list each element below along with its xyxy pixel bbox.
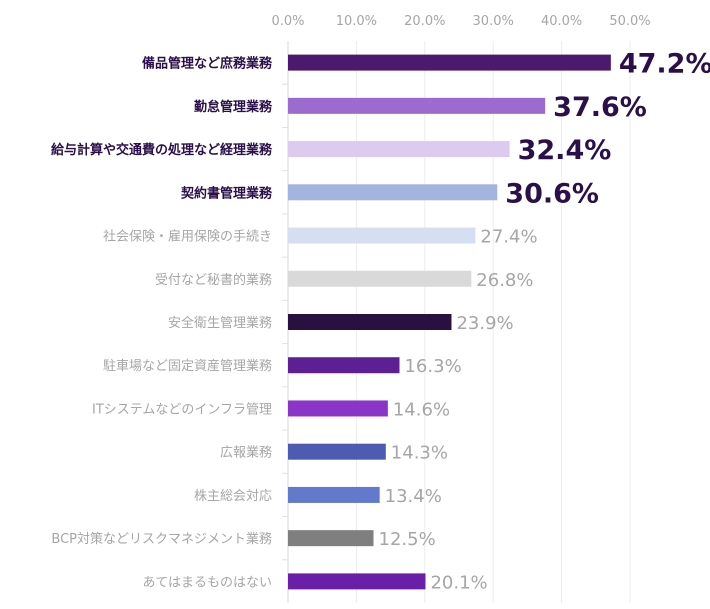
bar bbox=[288, 227, 476, 244]
category-label: 給与計算や交通費の処理など経理業務 bbox=[51, 142, 273, 158]
category-label: 安全衛生管理業務 bbox=[168, 315, 272, 331]
x-tick-label: 0.0% bbox=[271, 14, 304, 29]
x-tick-label: 20.0% bbox=[404, 14, 445, 29]
category-label: 社会保険・雇用保険の手続き bbox=[103, 229, 272, 245]
category-label: 勤怠管理業務 bbox=[194, 99, 273, 115]
category-label: BCP対策などリスクマネジメント業務 bbox=[51, 531, 272, 547]
bar bbox=[288, 486, 380, 503]
data-label: 14.3% bbox=[391, 443, 448, 464]
data-label: 37.6% bbox=[553, 92, 647, 123]
data-label: 27.4% bbox=[480, 227, 537, 248]
bar bbox=[288, 573, 426, 590]
x-tick-label: 10.0% bbox=[336, 14, 377, 29]
bar bbox=[288, 184, 498, 201]
data-label: 12.5% bbox=[379, 529, 436, 550]
bar bbox=[288, 314, 452, 330]
bar bbox=[288, 97, 546, 114]
data-label: 32.4% bbox=[518, 135, 612, 166]
category-label: あてはまるものはない bbox=[143, 575, 272, 590]
x-tick-label: 30.0% bbox=[473, 14, 514, 29]
category-label: 受付など秘書的業務 bbox=[155, 272, 272, 288]
category-label: 株主総会対応 bbox=[194, 489, 272, 504]
data-label: 14.6% bbox=[393, 399, 450, 420]
data-label: 20.1% bbox=[430, 572, 487, 593]
category-label: ITシステムなどのインフラ管理 bbox=[92, 402, 272, 417]
x-tick-label: 40.0% bbox=[541, 14, 582, 29]
bar bbox=[288, 530, 374, 547]
data-label: 26.8% bbox=[476, 270, 533, 291]
category-label: 契約書管理業務 bbox=[180, 185, 273, 201]
bar bbox=[288, 141, 510, 158]
category-label: 広報業務 bbox=[220, 445, 272, 461]
data-label: 30.6% bbox=[505, 178, 599, 209]
category-label: 駐車場など固定資産管理業務 bbox=[103, 358, 272, 374]
bar bbox=[288, 270, 472, 287]
data-label: 13.4% bbox=[385, 486, 442, 507]
bar bbox=[288, 443, 386, 460]
bar bbox=[288, 54, 611, 71]
data-label: 16.3% bbox=[404, 356, 461, 377]
data-label: 47.2% bbox=[619, 49, 710, 80]
category-label: 備品管理など庶務業務 bbox=[142, 56, 273, 72]
bar bbox=[288, 357, 400, 374]
bar bbox=[288, 400, 388, 417]
x-tick-label: 50.0% bbox=[609, 14, 650, 29]
data-label: 23.9% bbox=[456, 313, 513, 334]
